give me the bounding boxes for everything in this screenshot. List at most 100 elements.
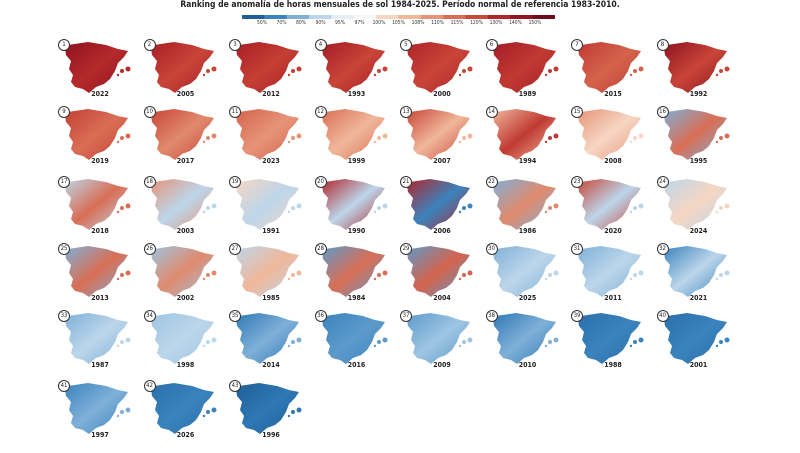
map-panel-2007: 13 2007 bbox=[396, 104, 482, 170]
iberian-peninsula-shape bbox=[150, 383, 214, 434]
rank-badge: 40 bbox=[656, 310, 669, 322]
balearic-island bbox=[296, 66, 302, 72]
balearic-island bbox=[467, 337, 473, 343]
balearic-island bbox=[205, 206, 210, 210]
spain-map bbox=[236, 313, 302, 364]
map-panel-1985: 27 1985 bbox=[225, 241, 311, 307]
balearic-island bbox=[633, 136, 637, 140]
map-panel-2000: 5 2000 bbox=[396, 37, 482, 103]
map-panel-2011: 31 2011 bbox=[567, 241, 653, 307]
iberian-peninsula-shape bbox=[321, 313, 385, 364]
balearic-island bbox=[211, 66, 216, 72]
balearic-island bbox=[116, 140, 120, 144]
map-panel-2005: 2 2005 bbox=[140, 37, 226, 103]
map-panel-1995: 16 1995 bbox=[653, 104, 739, 170]
balearic-island bbox=[373, 210, 376, 214]
legend-tick-label: 130% bbox=[489, 20, 503, 26]
year-label: 2008 bbox=[604, 157, 622, 165]
map-panel-1992: 8 1992 bbox=[653, 37, 739, 103]
balearic-island bbox=[116, 73, 120, 77]
balearic-island bbox=[287, 277, 291, 281]
iberian-peninsula-shape bbox=[492, 246, 556, 297]
map-panel-1991: 19 1991 bbox=[225, 174, 311, 240]
year-label: 2023 bbox=[262, 157, 280, 165]
iberian-peninsula-shape bbox=[492, 109, 556, 160]
balearic-island bbox=[373, 140, 376, 144]
rank-badge: 39 bbox=[571, 310, 583, 322]
balearic-island bbox=[718, 340, 723, 344]
spain-map bbox=[578, 109, 644, 160]
spain-map bbox=[236, 42, 302, 93]
iberian-peninsula-shape bbox=[236, 246, 299, 297]
rank-badge: 38 bbox=[485, 310, 498, 322]
iberian-peninsula-shape bbox=[321, 42, 385, 93]
balearic-island bbox=[553, 66, 558, 72]
map-panel-2009: 37 2009 bbox=[396, 308, 482, 374]
spain-map bbox=[150, 313, 216, 364]
spain-map bbox=[407, 109, 473, 160]
year-label: 2026 bbox=[176, 431, 195, 439]
balearic-island bbox=[724, 270, 729, 276]
spain-map bbox=[663, 246, 729, 297]
spain-map bbox=[492, 179, 558, 230]
iberian-peninsula-shape bbox=[236, 109, 299, 160]
map-panel-1984: 28 1984 bbox=[311, 241, 397, 307]
year-label: 2012 bbox=[262, 90, 280, 98]
balearic-island bbox=[202, 210, 205, 214]
balearic-island bbox=[296, 337, 302, 343]
rank-badge: 6 bbox=[485, 39, 498, 51]
balearic-island bbox=[376, 206, 381, 210]
map-panel-1988: 39 1988 bbox=[567, 308, 653, 374]
year-label: 2005 bbox=[176, 90, 195, 98]
map-panel-2025: 30 2025 bbox=[482, 241, 568, 307]
rank-badge: 4 bbox=[314, 39, 327, 51]
legend-swatch bbox=[376, 15, 399, 19]
balearic-island bbox=[462, 69, 466, 73]
legend-swatch bbox=[264, 15, 288, 19]
balearic-island bbox=[125, 337, 131, 343]
spain-map bbox=[578, 313, 644, 364]
year-label: 2017 bbox=[176, 157, 195, 165]
rank-badge: 19 bbox=[229, 176, 241, 188]
rank-badge: 25 bbox=[58, 243, 70, 255]
balearic-island bbox=[462, 206, 466, 210]
legend-swatch bbox=[443, 15, 467, 19]
balearic-island bbox=[629, 140, 633, 144]
iberian-peninsula-shape bbox=[407, 109, 470, 160]
balearic-island bbox=[373, 344, 376, 348]
year-label: 1993 bbox=[347, 90, 366, 98]
legend-tick-label: 97% bbox=[354, 20, 365, 26]
spain-map bbox=[150, 383, 216, 434]
spain-map bbox=[236, 179, 302, 230]
iberian-peninsula-shape bbox=[65, 383, 128, 434]
balearic-island bbox=[291, 136, 295, 140]
balearic-island bbox=[205, 69, 210, 73]
balearic-island bbox=[116, 344, 120, 348]
rank-badge: 29 bbox=[400, 243, 412, 255]
iberian-peninsula-shape bbox=[65, 42, 128, 93]
balearic-island bbox=[291, 69, 295, 73]
legend-tick-label: 120% bbox=[470, 20, 483, 26]
year-label: 2015 bbox=[604, 90, 622, 98]
iberian-peninsula-shape bbox=[150, 42, 214, 93]
rank-badge: 1 bbox=[58, 39, 70, 51]
legend-tick-label: 150% bbox=[528, 20, 542, 26]
iberian-peninsula-shape bbox=[65, 109, 128, 160]
year-label: 1987 bbox=[91, 361, 109, 369]
map-panel-2012: 3 2012 bbox=[225, 37, 311, 103]
legend-swatch bbox=[331, 15, 355, 19]
rank-badge: 16 bbox=[656, 106, 669, 118]
spain-map bbox=[321, 246, 387, 297]
balearic-island bbox=[296, 203, 302, 209]
map-panel-1990: 20 1990 bbox=[311, 174, 397, 240]
rank-badge: 42 bbox=[143, 380, 156, 392]
balearic-island bbox=[382, 133, 387, 139]
map-panel-2010: 38 2010 bbox=[482, 308, 568, 374]
map-panel-2017: 10 2017 bbox=[140, 104, 226, 170]
spain-map bbox=[407, 246, 473, 297]
balearic-island bbox=[462, 340, 466, 344]
year-label: 2021 bbox=[689, 294, 708, 302]
map-panel-2019: 9 2019 bbox=[54, 104, 140, 170]
rank-badge: 32 bbox=[656, 243, 669, 255]
map-panel-1989: 6 1989 bbox=[482, 37, 568, 103]
